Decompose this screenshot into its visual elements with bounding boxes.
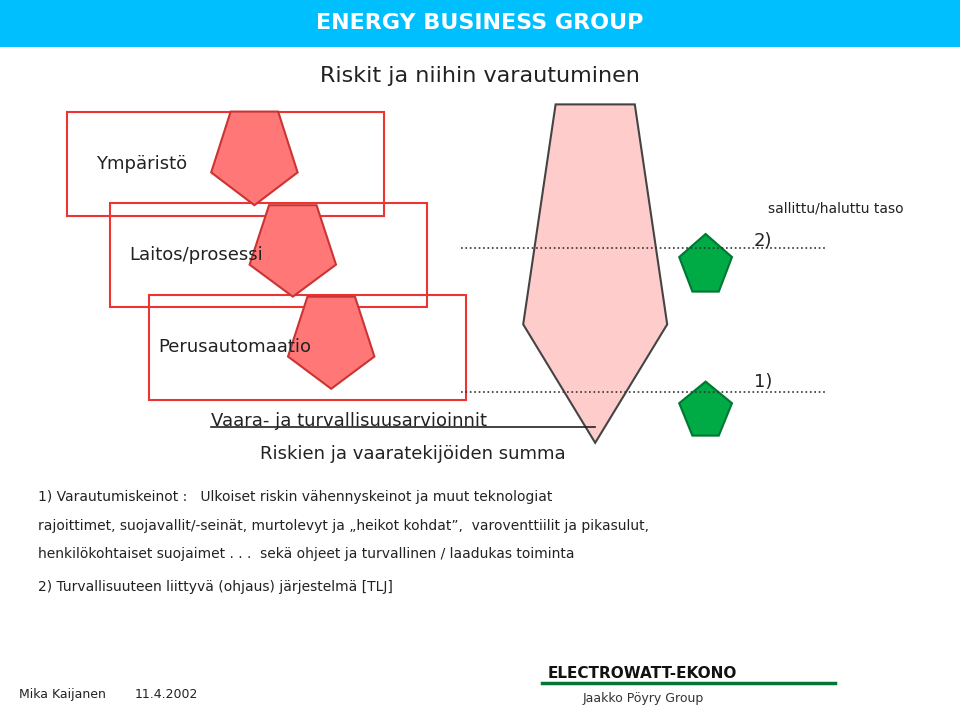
Text: Riskit ja niihin varautuminen: Riskit ja niihin varautuminen: [320, 66, 640, 86]
Polygon shape: [680, 382, 732, 436]
Text: Riskien ja vaaratekijöiden summa: Riskien ja vaaratekijöiden summa: [260, 444, 565, 463]
Text: rajoittimet, suojavallit/-seinät, murtolevyt ja „heikot kohdat”,  varoventtiilit: rajoittimet, suojavallit/-seinät, murtol…: [38, 518, 649, 533]
Text: Mika Kaijanen: Mika Kaijanen: [19, 688, 106, 701]
Text: Ympäristö: Ympäristö: [96, 155, 187, 173]
Polygon shape: [250, 205, 336, 297]
FancyBboxPatch shape: [0, 0, 960, 47]
Text: henkilökohtaiset suojaimet . . .  sekä ohjeet ja turvallinen / laadukas toiminta: henkilökohtaiset suojaimet . . . sekä oh…: [38, 547, 575, 562]
Text: Jaakko Pöyry Group: Jaakko Pöyry Group: [583, 692, 704, 705]
Text: ENERGY BUSINESS GROUP: ENERGY BUSINESS GROUP: [316, 13, 644, 33]
Text: 11.4.2002: 11.4.2002: [134, 688, 198, 701]
Text: ELECTROWATT-EKONO: ELECTROWATT-EKONO: [547, 666, 736, 680]
Text: Vaara- ja turvallisuusarvioinnit: Vaara- ja turvallisuusarvioinnit: [211, 412, 487, 431]
Text: 2): 2): [754, 232, 772, 251]
Text: 1) Varautumiskeinot :   Ulkoiset riskin vähennyskeinot ja muut teknologiat: 1) Varautumiskeinot : Ulkoiset riskin vä…: [38, 490, 553, 504]
Text: Perusautomaatio: Perusautomaatio: [158, 338, 311, 356]
Text: sallittu/haluttu taso: sallittu/haluttu taso: [768, 202, 903, 216]
Polygon shape: [680, 234, 732, 292]
Text: 2) Turvallisuuteen liittyvä (ohjaus) järjestelmä [TLJ]: 2) Turvallisuuteen liittyvä (ohjaus) jär…: [38, 580, 394, 594]
Polygon shape: [211, 112, 298, 205]
Polygon shape: [288, 297, 374, 389]
Polygon shape: [523, 104, 667, 443]
Text: Laitos/prosessi: Laitos/prosessi: [130, 246, 263, 264]
Text: 1): 1): [754, 373, 772, 391]
